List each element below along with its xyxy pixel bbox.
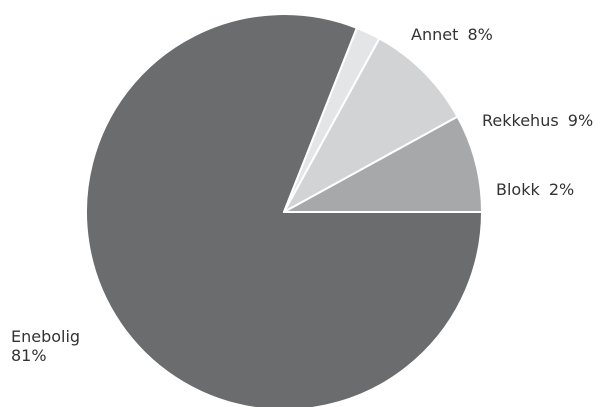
label-rekkehus: Rekkehus 9% — [482, 111, 593, 130]
label-blokk-value: 2% — [549, 180, 574, 199]
label-blokk: Blokk 2% — [496, 180, 574, 199]
label-annet: Annet 8% — [411, 25, 493, 44]
pie-slice-annet — [283, 115, 483, 213]
label-enebolig-name: Enebolig — [11, 327, 80, 346]
label-annet-name: Annet — [411, 25, 458, 44]
label-annet-value: 8% — [467, 25, 492, 44]
label-enebolig: Enebolig 81% — [11, 327, 85, 365]
label-blokk-name: Blokk — [496, 180, 540, 199]
label-enebolig-value: 81% — [11, 346, 47, 365]
pie-slices — [85, 13, 483, 407]
pie-slice-rekkehus — [283, 37, 459, 213]
label-rekkehus-value: 9% — [568, 111, 593, 130]
label-rekkehus-name: Rekkehus — [482, 111, 559, 130]
